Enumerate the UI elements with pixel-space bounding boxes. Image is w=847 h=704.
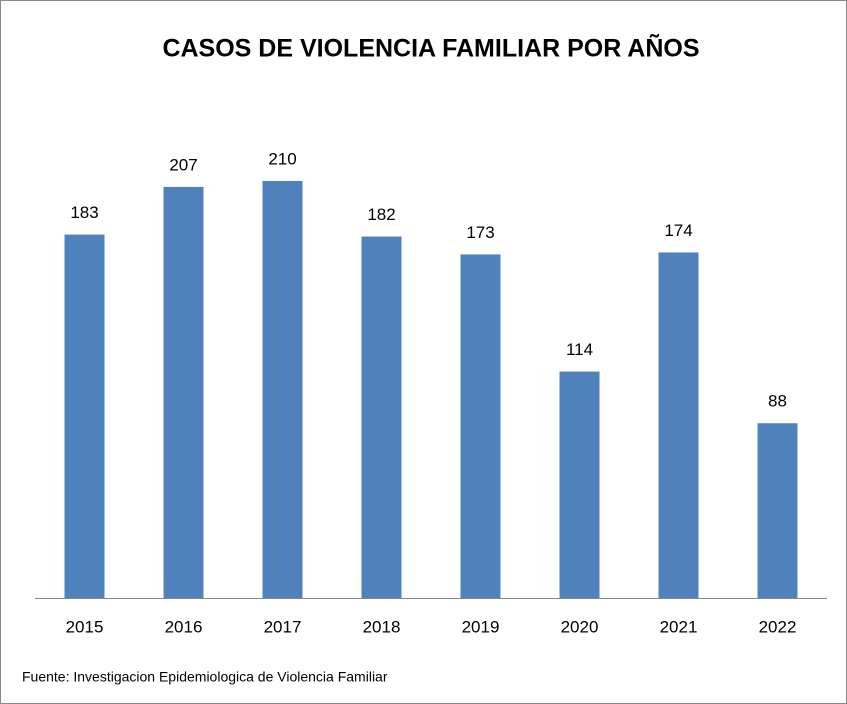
bar bbox=[361, 236, 402, 598]
x-tick-label: 2022 bbox=[759, 617, 797, 636]
data-label: 210 bbox=[268, 149, 296, 168]
bar bbox=[658, 252, 699, 598]
data-label: 114 bbox=[566, 340, 593, 359]
bar bbox=[163, 186, 204, 598]
x-tick-label: 2016 bbox=[165, 617, 203, 636]
x-tick-label: 2017 bbox=[264, 617, 302, 636]
data-label: 88 bbox=[768, 392, 787, 411]
chart-title: CASOS DE VIOLENCIA FAMILIAR POR AÑOS bbox=[162, 33, 699, 63]
bar bbox=[559, 371, 600, 598]
data-label: 207 bbox=[169, 155, 197, 174]
x-tick-label: 2021 bbox=[660, 617, 698, 636]
data-label: 174 bbox=[664, 221, 692, 240]
data-label: 183 bbox=[70, 203, 98, 222]
x-tick-label: 2020 bbox=[561, 617, 599, 636]
x-tick-label: 2019 bbox=[462, 617, 500, 636]
bar bbox=[262, 180, 303, 598]
bar bbox=[64, 234, 105, 598]
data-label: 182 bbox=[367, 205, 395, 224]
bar bbox=[460, 254, 501, 598]
x-tick-label: 2015 bbox=[66, 617, 104, 636]
source-note: Fuente: Investigacion Epidemiologica de … bbox=[22, 669, 388, 685]
x-tick-label: 2018 bbox=[363, 617, 401, 636]
bar bbox=[757, 423, 798, 598]
data-label: 173 bbox=[466, 223, 494, 242]
